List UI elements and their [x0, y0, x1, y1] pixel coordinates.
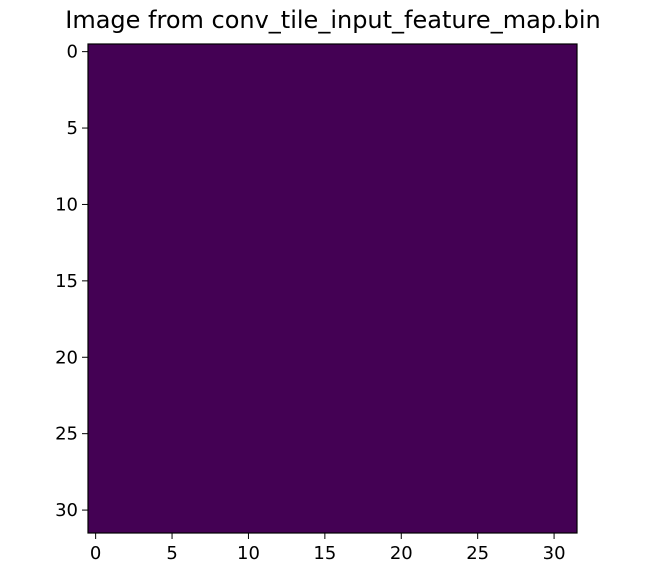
y-tick-label: 10 [55, 194, 78, 215]
y-tick-label: 20 [55, 347, 78, 368]
y-tick-label: 0 [67, 42, 78, 63]
plot-frame [87, 43, 578, 534]
y-tick-label: 5 [67, 118, 78, 139]
x-tick-label: 0 [90, 543, 101, 564]
x-tick-label: 20 [390, 543, 413, 564]
x-tick-label: 15 [313, 543, 336, 564]
chart-title: Image from conv_tile_input_feature_map.b… [65, 6, 601, 34]
x-tick-label: 5 [166, 543, 177, 564]
y-tick-label: 30 [55, 500, 78, 521]
y-tick-label: 15 [55, 271, 78, 292]
x-tick-label: 30 [543, 543, 566, 564]
heatmap-image [88, 44, 577, 533]
y-axis: 0 5 10 15 20 25 30 [55, 42, 88, 521]
plot-area [87, 43, 578, 534]
x-tick-label: 10 [237, 543, 260, 564]
x-tick-label: 25 [466, 543, 489, 564]
y-tick-label: 25 [55, 424, 78, 445]
x-axis: 0 5 10 15 20 25 30 [90, 533, 566, 564]
